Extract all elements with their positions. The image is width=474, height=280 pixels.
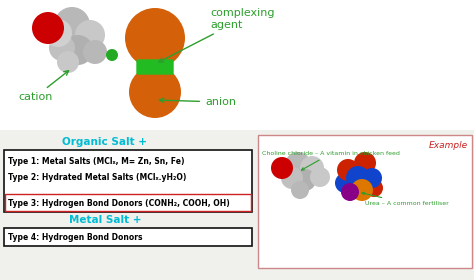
Circle shape <box>75 20 105 50</box>
Text: anion: anion <box>159 97 236 107</box>
Circle shape <box>125 8 185 68</box>
Circle shape <box>351 179 373 201</box>
Circle shape <box>294 169 316 191</box>
Circle shape <box>335 173 355 193</box>
Circle shape <box>83 40 107 64</box>
Circle shape <box>49 35 75 61</box>
Text: complexing
agent: complexing agent <box>159 8 274 62</box>
Text: Type 3: Hydrogen Bond Donors (CONH₂, COOH, OH): Type 3: Hydrogen Bond Donors (CONH₂, COO… <box>8 199 230 207</box>
FancyBboxPatch shape <box>4 150 252 212</box>
Circle shape <box>32 12 64 44</box>
Circle shape <box>44 19 72 47</box>
Circle shape <box>341 183 359 201</box>
Circle shape <box>362 168 382 188</box>
Circle shape <box>300 156 324 180</box>
Text: Organic Salt +: Organic Salt + <box>63 137 147 147</box>
Circle shape <box>354 152 376 174</box>
Text: Type 4: Hydrogen Bond Donors: Type 4: Hydrogen Bond Donors <box>8 232 143 241</box>
Circle shape <box>57 51 79 73</box>
Text: Type 1: Metal Salts (MClₓ, M= Zn, Sn, Fe): Type 1: Metal Salts (MClₓ, M= Zn, Sn, Fe… <box>8 157 184 165</box>
FancyBboxPatch shape <box>4 228 252 246</box>
FancyBboxPatch shape <box>0 130 474 280</box>
Circle shape <box>54 7 90 43</box>
Text: Example: Example <box>429 141 468 150</box>
Text: Choline chloride – A vitamin in chicken feed: Choline chloride – A vitamin in chicken … <box>262 151 400 170</box>
Circle shape <box>63 35 93 65</box>
FancyBboxPatch shape <box>258 135 472 268</box>
Circle shape <box>129 66 181 118</box>
FancyBboxPatch shape <box>5 194 251 211</box>
Circle shape <box>310 167 330 187</box>
Circle shape <box>346 166 370 190</box>
Circle shape <box>281 167 303 189</box>
Circle shape <box>291 181 309 199</box>
Circle shape <box>285 152 311 178</box>
Text: Metal Salt +: Metal Salt + <box>69 215 141 225</box>
Circle shape <box>337 159 359 181</box>
Circle shape <box>271 157 293 179</box>
Text: cation: cation <box>18 71 69 102</box>
FancyBboxPatch shape <box>137 60 173 74</box>
Circle shape <box>106 49 118 61</box>
Text: Urea – A common fertiliser: Urea – A common fertiliser <box>362 192 449 206</box>
FancyBboxPatch shape <box>0 0 474 130</box>
Circle shape <box>365 179 383 197</box>
Text: Type 2: Hydrated Metal Salts (MClₓ.yH₂O): Type 2: Hydrated Metal Salts (MClₓ.yH₂O) <box>8 174 186 183</box>
